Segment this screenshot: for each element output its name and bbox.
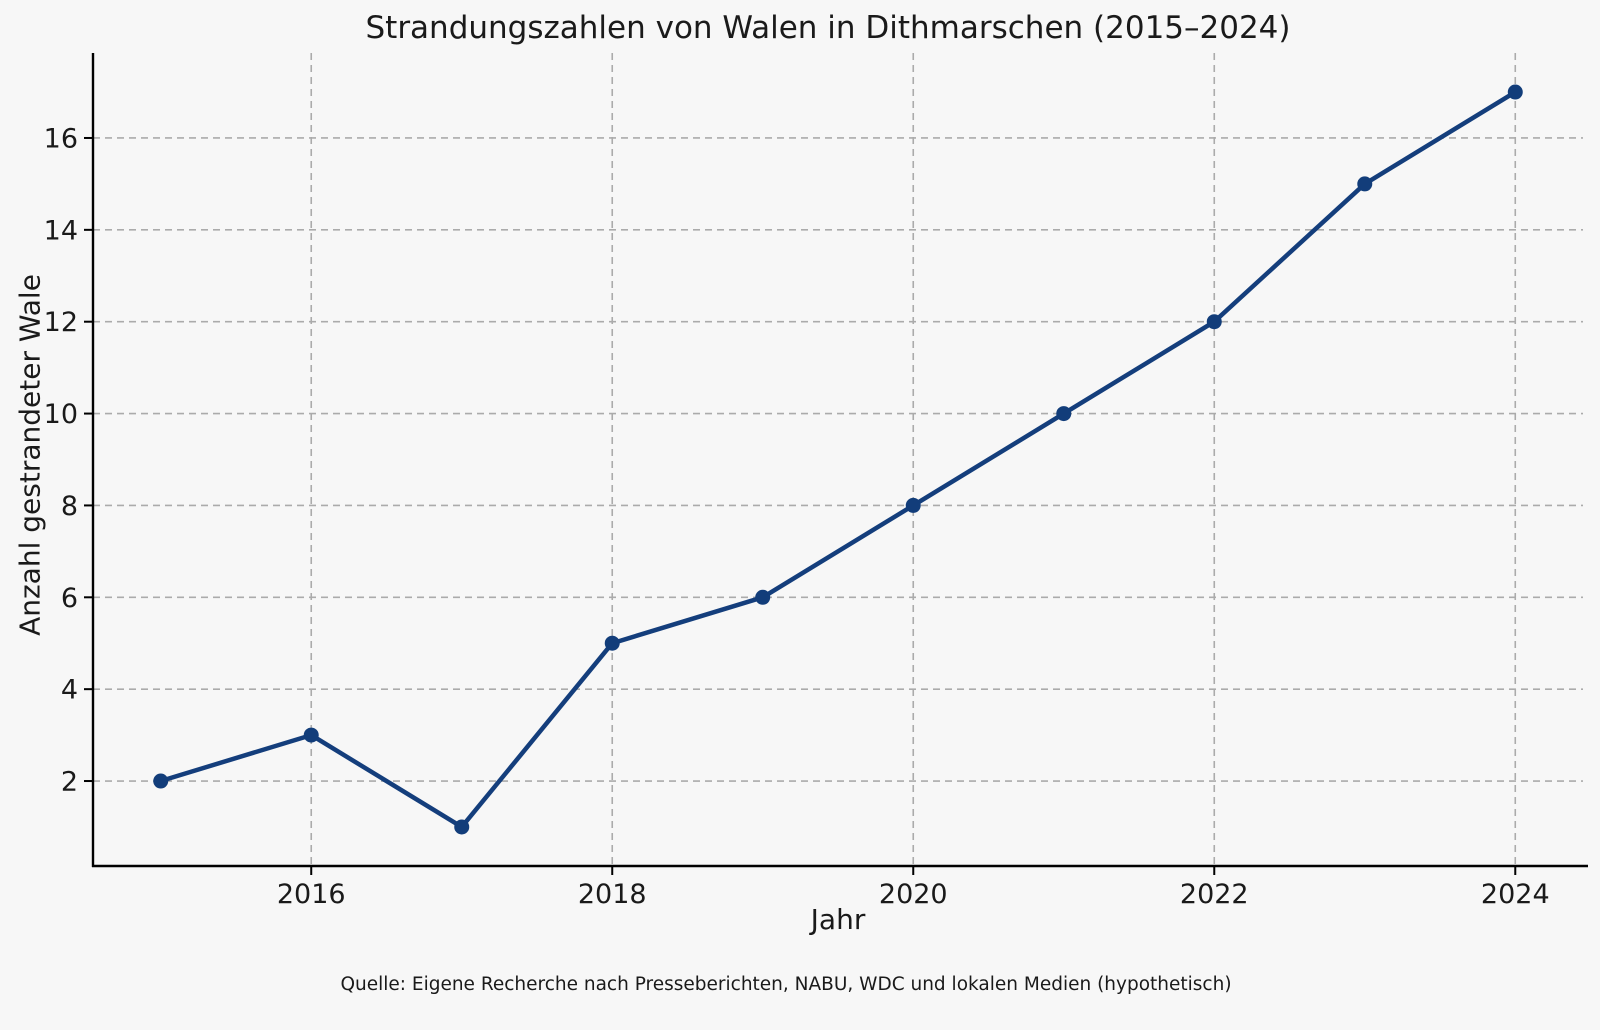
x-tick-label: 2022	[1180, 879, 1249, 910]
data-point-2023	[1357, 176, 1373, 192]
y-tick-label: 14	[44, 215, 78, 246]
x-tick-label: 2016	[277, 879, 346, 910]
data-point-2015	[153, 773, 169, 789]
line-chart-plot-area: 2016 2018 2020 2022 2024 2 4 6 8 10 12 14 16	[44, 53, 1588, 910]
y-tick-label: 4	[61, 675, 78, 706]
y-axis-label: Anzahl gestrandeter Wale	[13, 274, 47, 636]
y-tick-label: 2	[61, 767, 78, 798]
y-tick-label: 16	[44, 123, 78, 154]
data-point-2024	[1507, 84, 1523, 100]
x-tick-label: 2018	[578, 879, 647, 910]
y-tick-label: 10	[44, 399, 78, 430]
y-tick-label: 8	[61, 491, 78, 522]
source-note: Quelle: Eigene Recherche nach Presseberi…	[340, 974, 1232, 995]
data-point-2018	[604, 635, 620, 651]
y-tick-label: 12	[44, 307, 78, 338]
data-point-2022	[1206, 314, 1222, 330]
data-point-2021	[1056, 406, 1072, 422]
data-point-2016	[303, 727, 319, 743]
data-point-2017	[454, 819, 470, 835]
y-tick-label: 6	[61, 583, 78, 614]
x-tick-label: 2024	[1481, 879, 1550, 910]
x-tick-label: 2020	[879, 879, 948, 910]
data-line-series	[158, 89, 1518, 830]
chart-title: Strandungszahlen von Walen in Dithmarsch…	[365, 10, 1291, 46]
x-axis-label: Jahr	[810, 903, 866, 936]
data-point-2020	[905, 497, 921, 513]
data-point-2019	[755, 589, 771, 605]
